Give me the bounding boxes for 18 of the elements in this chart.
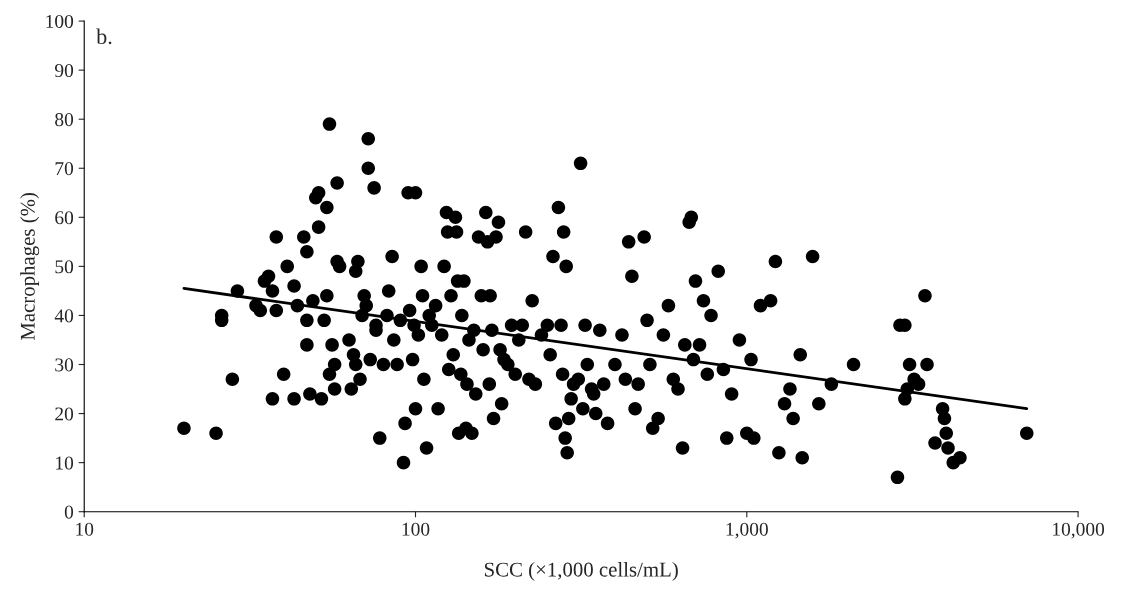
- annotation: b.: [96, 28, 112, 45]
- y-tick-label: 20: [55, 407, 74, 421]
- y-tick-label: 80: [55, 113, 74, 127]
- y-tick-label: 100: [46, 14, 74, 29]
- y-tick-label: 60: [55, 211, 74, 225]
- x-tick-label: 10,000: [1053, 522, 1105, 539]
- y-tick-label: 0: [64, 505, 74, 519]
- y-tick-label: 40: [54, 309, 74, 323]
- x-tick-label: 100: [402, 522, 430, 536]
- y-tick-label: 70: [55, 162, 74, 176]
- y-axis-title: Macrophages (%): [20, 192, 40, 341]
- y-tick-label: 90: [54, 63, 74, 78]
- y-tick-label: 10: [56, 456, 74, 470]
- x-tick-label: 1,000: [726, 522, 768, 539]
- x-axis-title: SCC (×1,000 cells/mL): [484, 561, 678, 581]
- y-tick-label: 30: [55, 358, 74, 372]
- y-tick-label: 50: [55, 260, 74, 274]
- x-tick-label: 10: [76, 522, 94, 536]
